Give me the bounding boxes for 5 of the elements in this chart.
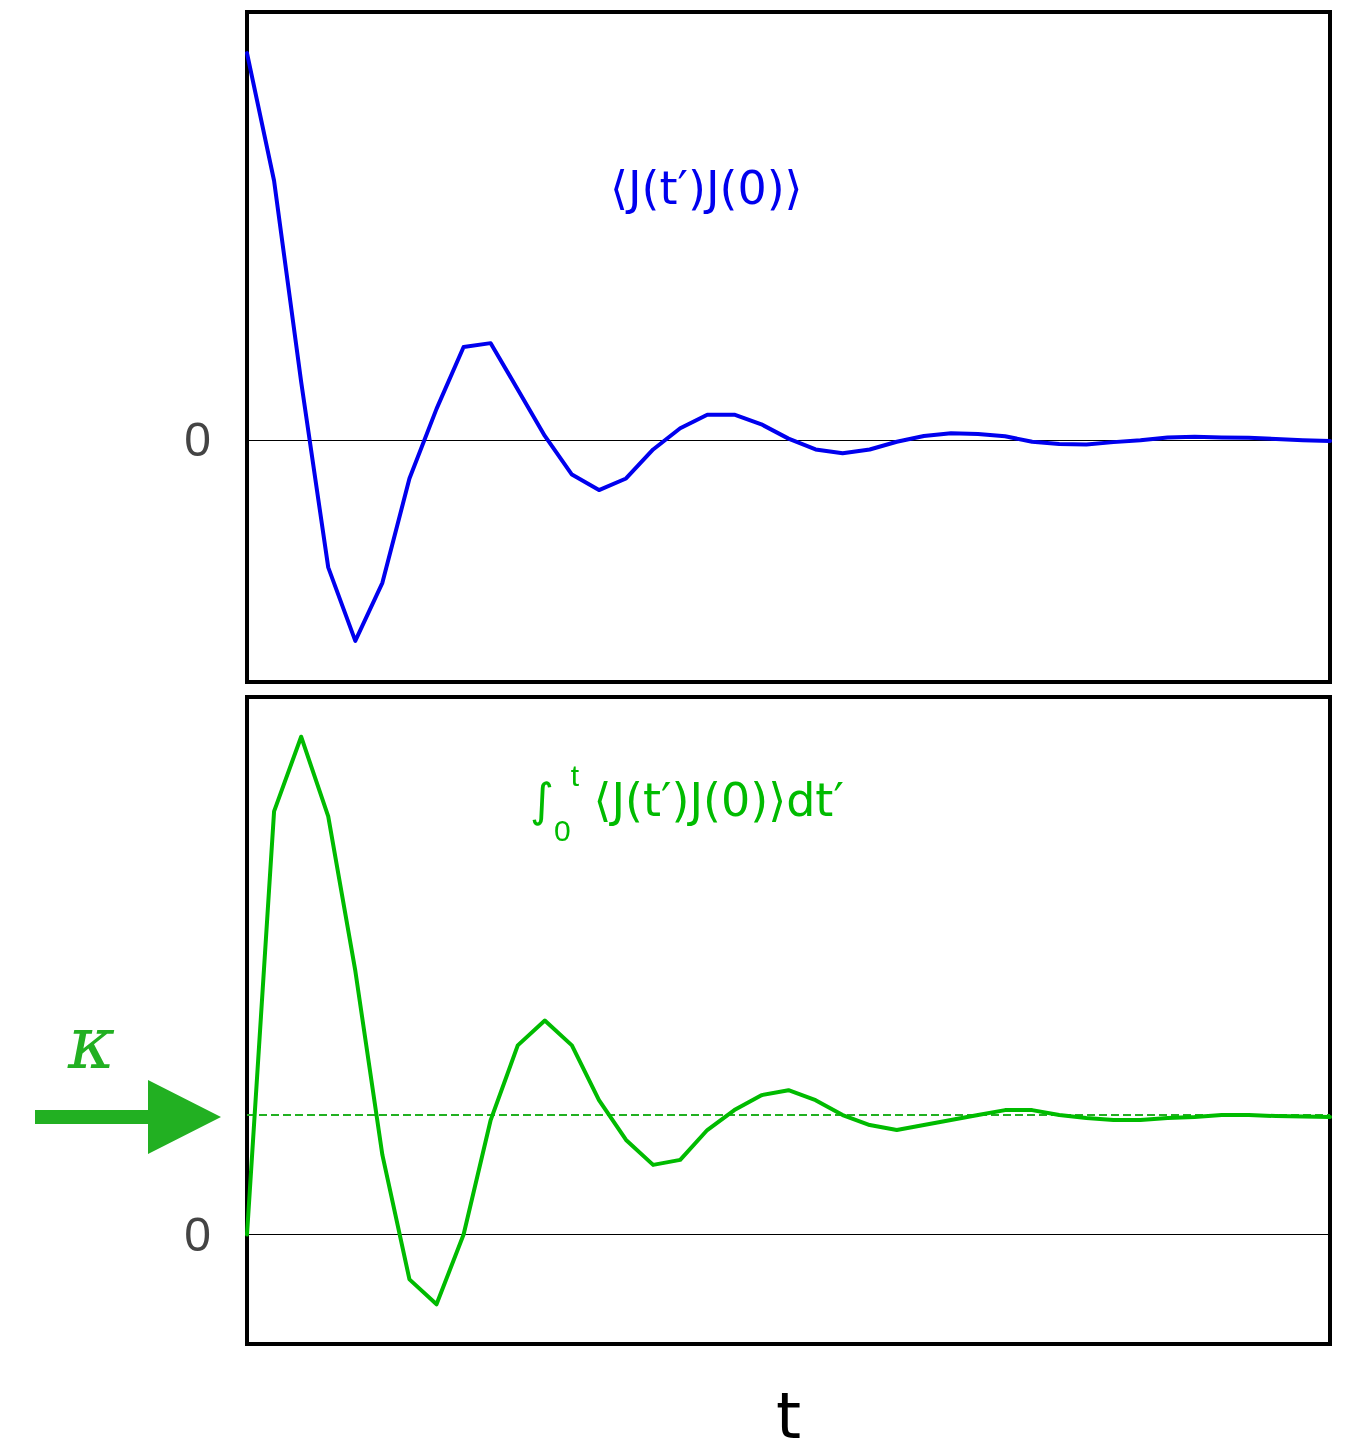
annotation: ⟨J(t′)J(0)⟩ [610, 161, 803, 215]
ref-line-label: 0 [184, 413, 211, 467]
x-axis-title: t [775, 1379, 802, 1453]
ref-line-label: κ [68, 1001, 116, 1086]
ref-line-label: 0 [184, 1208, 211, 1262]
